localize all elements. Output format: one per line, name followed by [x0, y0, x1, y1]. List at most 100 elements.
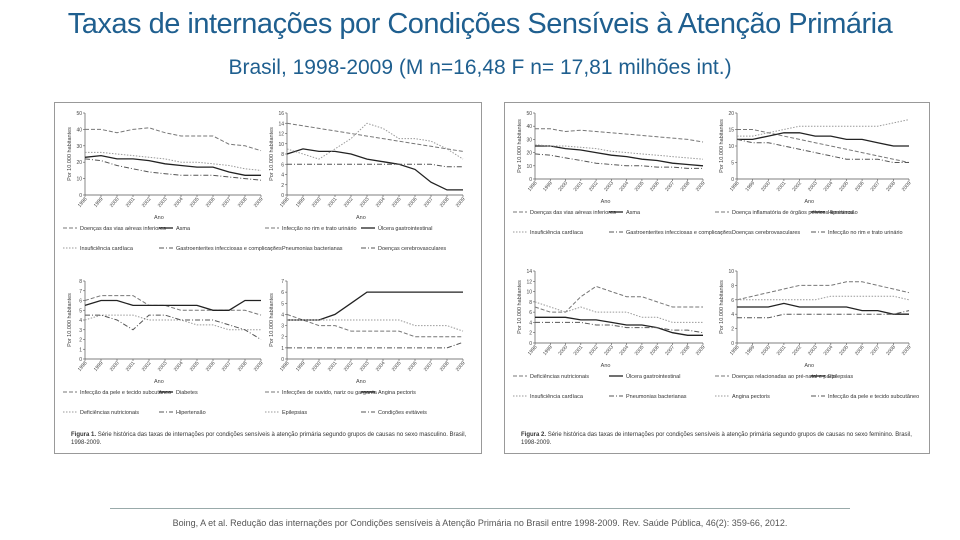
x-tick-label: 2002: [588, 180, 600, 193]
x-tick-label: 2001: [125, 360, 137, 373]
x-tick-label: 2003: [157, 360, 169, 373]
legend-label: Diabetes: [176, 390, 198, 396]
y-tick-label: 10: [76, 177, 82, 183]
series-line: [286, 313, 463, 338]
legend-label: Doenças das vias aéreas inferiores: [530, 210, 616, 216]
figure-female-caption: Figura 2. Série histórica das taxas de i…: [521, 431, 919, 447]
y-axis-label: Por 10.000 habitantes: [269, 293, 275, 347]
x-tick-label: 2004: [173, 196, 185, 209]
legend-label: Insuficiência cardíaca: [530, 394, 584, 400]
x-tick-label: 2008: [885, 344, 897, 357]
legend-label: Úlcera gastrointestinal: [626, 373, 680, 380]
x-tick-label: 1998: [279, 360, 291, 373]
y-axis-label: Por 10.000 habitantes: [67, 293, 73, 347]
x-tick-label: 1999: [744, 344, 756, 357]
series-line: [736, 281, 910, 301]
series-line: [84, 295, 262, 316]
legend-label: Doenças cerebrovasculares: [378, 246, 446, 252]
y-tick-label: 0: [79, 193, 82, 199]
y-tick-label: 10: [728, 144, 734, 150]
x-tick-label: 2008: [237, 360, 249, 373]
y-tick-label: 2: [79, 338, 82, 344]
y-tick-label: 0: [529, 341, 532, 347]
series-line: [535, 128, 704, 143]
figure-female: 0 10 20 30 40 50 Por 10.000 habitantes 1998 1999…: [504, 102, 930, 454]
legend-label: Pneumonias bacterianas: [282, 246, 343, 252]
x-tick-label: 2003: [807, 344, 819, 357]
legend-label: Doenças relacionadas ao pré-natal e part…: [732, 374, 836, 380]
series-line: [737, 129, 910, 163]
y-tick-label: 10: [728, 269, 734, 275]
x-tick-label: 2000: [557, 180, 569, 193]
x-tick-label: 2009: [901, 180, 913, 193]
x-tick-label: 1999: [542, 344, 554, 357]
x-tick-label: 1998: [729, 344, 741, 357]
y-tick-label: 2: [281, 335, 284, 341]
x-tick-label: 2005: [391, 196, 403, 209]
x-tick-label: 2006: [205, 360, 217, 373]
y-tick-label: 4: [281, 312, 284, 318]
figure-male-caption: Figura 1. Série histórica das taxas de i…: [71, 431, 471, 447]
legend-label: Insuficiência cardíaca: [80, 246, 134, 252]
y-tick-label: 30: [526, 137, 532, 143]
x-tick-label: 2009: [901, 344, 913, 357]
chart-m4: 0 1 2 3 4 5 6 7 Por 10.000 habitantes 1998 1999 200…: [265, 279, 467, 416]
legend-label: Angina pectoris: [378, 390, 416, 396]
x-tick-label: 2008: [885, 180, 897, 193]
x-axis-label: Ano: [601, 199, 611, 205]
x-tick-label: 2007: [423, 360, 435, 373]
x-tick-label: 2004: [823, 180, 835, 193]
y-tick-label: 20: [526, 151, 532, 157]
slide-title: Taxas de internações por Condições Sensí…: [67, 8, 893, 40]
legend-label: Insuficiência cardíaca: [530, 230, 584, 236]
x-tick-label: 2007: [870, 344, 882, 357]
x-tick-label: 2006: [205, 196, 217, 209]
legend-label: Deficiências nutricionais: [80, 410, 139, 416]
series-line: [535, 321, 704, 334]
y-tick-label: 12: [526, 279, 532, 285]
figure-male-caption-text: Série histórica das taxas de internações…: [71, 432, 467, 446]
series-line: [287, 291, 463, 321]
y-axis-label: Por 10.000 habitantes: [719, 119, 725, 173]
y-tick-label: 6: [731, 298, 734, 304]
x-tick-label: 2005: [634, 344, 646, 357]
series-line: [84, 158, 262, 181]
series-line: [736, 138, 909, 163]
x-tick-label: 1998: [527, 180, 539, 193]
y-tick-label: 1: [281, 346, 284, 352]
y-tick-label: 6: [529, 310, 532, 316]
figure-female-caption-label: Figura 2.: [521, 432, 547, 438]
x-tick-label: 2004: [375, 360, 387, 373]
x-tick-label: 2007: [221, 360, 233, 373]
x-tick-label: 2009: [695, 344, 707, 357]
series-line: [535, 316, 703, 336]
y-tick-label: 2: [731, 327, 734, 333]
legend-label: Infecções de ouvido, nariz ou garganta: [282, 390, 378, 396]
series-line: [737, 295, 910, 301]
series-line: [737, 302, 909, 315]
x-tick-label: 2006: [854, 344, 866, 357]
x-tick-label: 2006: [649, 180, 661, 193]
x-tick-label: 2008: [680, 344, 692, 357]
legend-label: Epilepsias: [828, 374, 853, 380]
y-tick-label: 0: [731, 177, 734, 183]
x-tick-label: 2008: [680, 180, 692, 193]
y-tick-label: 10: [526, 164, 532, 170]
y-tick-label: 8: [79, 279, 82, 285]
series-line: [287, 319, 464, 332]
x-tick-label: 2009: [455, 360, 467, 373]
y-tick-label: 6: [79, 299, 82, 305]
x-tick-label: 1999: [295, 360, 307, 373]
x-axis-label: Ano: [154, 215, 164, 221]
x-tick-label: 2006: [854, 180, 866, 193]
x-tick-label: 2003: [603, 180, 615, 193]
x-tick-label: 2007: [423, 196, 435, 209]
legend-label: Gastroenterites infecciosas e complicaçõ…: [626, 230, 732, 236]
x-tick-label: 2000: [760, 344, 772, 357]
y-tick-label: 5: [731, 161, 734, 167]
legend-label: Infecção no rim e trato urinário: [828, 230, 903, 236]
legend-label: Angina pectoris: [732, 394, 770, 400]
